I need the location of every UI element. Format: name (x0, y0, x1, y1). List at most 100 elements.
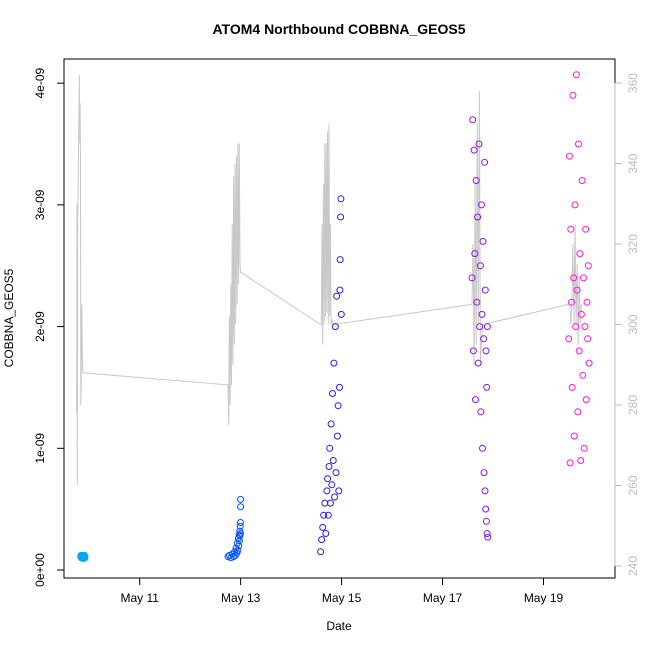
data-point (324, 475, 332, 483)
data-point (329, 457, 337, 464)
data-point (326, 444, 334, 452)
series-4 (468, 116, 492, 541)
data-point (572, 71, 580, 79)
data-point (334, 402, 342, 410)
data-point (472, 177, 480, 184)
data-point (566, 459, 574, 467)
data-point (582, 225, 590, 233)
data-point (235, 537, 243, 545)
data-point (318, 536, 326, 544)
data-point (335, 487, 343, 495)
data-point (331, 323, 339, 331)
data-point (482, 347, 490, 355)
data-point (565, 152, 573, 160)
y-axis-label: COBBNA_GEOS5 (2, 268, 16, 367)
data-point (576, 250, 584, 258)
data-point (471, 250, 479, 258)
data-point (480, 335, 488, 343)
y-right-tick-label: 260 (626, 475, 640, 495)
data-point (578, 177, 586, 184)
y-tick-label: 2e-09 (33, 311, 47, 342)
data-point (333, 432, 341, 440)
data-point (470, 146, 478, 154)
y-right-tick-label: 300 (626, 314, 640, 334)
data-point (336, 286, 344, 294)
data-point (236, 522, 244, 530)
data-point (474, 213, 482, 221)
data-point (330, 359, 338, 367)
y-right-tick-label: 280 (626, 395, 640, 415)
data-point (319, 523, 327, 531)
data-point (585, 359, 593, 367)
y-tick-label: 0e+00 (33, 553, 47, 587)
data-point (577, 457, 585, 464)
data-point (575, 140, 582, 148)
data-point (336, 256, 344, 264)
x-tick-label: May 15 (322, 591, 362, 605)
data-point (483, 383, 491, 391)
data-point (569, 91, 577, 99)
x-tick-label: May 17 (423, 591, 463, 605)
data-point (582, 396, 590, 404)
data-point (568, 383, 576, 391)
data-point (483, 530, 491, 537)
data-point (570, 432, 578, 440)
data-point (573, 286, 581, 294)
data-point (580, 444, 588, 452)
y-right-tick-label: 320 (626, 234, 640, 254)
data-point (320, 511, 328, 519)
series-1 (77, 551, 89, 562)
data-point (333, 292, 341, 300)
data-point (469, 347, 477, 355)
data-point (234, 547, 242, 554)
data-point (575, 347, 583, 355)
data-point (568, 298, 575, 306)
data-point (481, 487, 489, 495)
data-point (482, 505, 490, 513)
data-point (570, 274, 578, 282)
data-point (237, 495, 245, 503)
x-axis-label: Date (326, 619, 352, 633)
data-point (581, 323, 589, 331)
data-point (326, 499, 334, 507)
data-point (572, 323, 580, 331)
data-point (577, 310, 585, 318)
data-point (472, 396, 479, 404)
data-point (479, 237, 487, 245)
data-point (478, 310, 486, 318)
x-tick-label: May 19 (524, 591, 564, 605)
data-point (584, 335, 592, 343)
data-point (237, 503, 245, 511)
data-point (483, 323, 491, 331)
x-axis: May 11 May 13 May 15 May 17 May 19 (120, 577, 564, 605)
y-right-tick-label: 340 (626, 153, 640, 173)
series-5 (565, 71, 593, 467)
data-point (571, 201, 579, 209)
data-point (574, 408, 582, 416)
data-point (468, 274, 476, 282)
y-right-tick-label: 360 (626, 73, 640, 93)
data-point (477, 408, 485, 416)
data-point (473, 298, 481, 306)
data-point (478, 201, 485, 209)
data-point (324, 511, 332, 519)
data-point (328, 481, 336, 489)
data-point (329, 390, 336, 397)
x-tick-label: May 13 (221, 591, 261, 605)
data-point (482, 517, 490, 525)
data-point (484, 533, 492, 541)
data-point (323, 487, 331, 495)
data-point (236, 532, 244, 540)
data-point (474, 359, 482, 367)
x-tick-label: May 11 (120, 591, 159, 605)
plot-frame (63, 58, 616, 579)
secondary-line-layer (76, 74, 582, 486)
data-point (476, 323, 484, 331)
data-point (327, 420, 335, 428)
data-point (325, 463, 333, 470)
data-point (481, 158, 489, 166)
data-point (337, 310, 345, 318)
data-point (331, 493, 339, 501)
data-point (237, 519, 244, 526)
